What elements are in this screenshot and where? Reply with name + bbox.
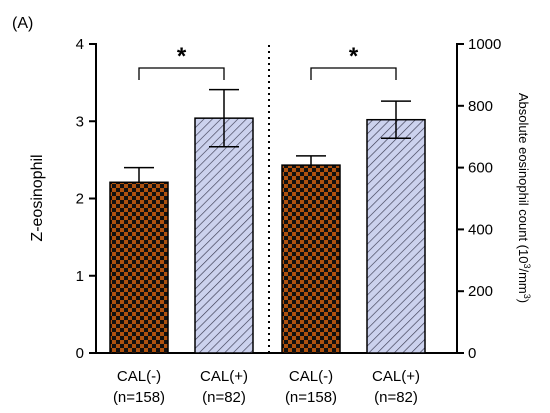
bar	[281, 164, 341, 354]
right-tick-label: 600	[468, 160, 493, 177]
left-tick-label: 2	[76, 191, 84, 208]
right-tick-label: 400	[468, 221, 493, 238]
bar	[194, 117, 254, 354]
panel-label: (A)	[12, 15, 33, 32]
right-tick-label: 800	[468, 98, 493, 115]
category-label: CAL(-)	[117, 368, 161, 385]
significance-bracket	[138, 67, 225, 80]
category-n-label: (n=82)	[374, 389, 418, 406]
right-axis: 0 200 400 600 800 1000	[456, 36, 501, 362]
significance-star: *	[177, 43, 187, 70]
category-label: CAL(-)	[289, 368, 333, 385]
right-tick-label: 0	[468, 345, 476, 362]
left-tick-label: 3	[76, 113, 84, 130]
left-axis-label: Z-eosinophil	[29, 154, 46, 241]
right-tick-label: 1000	[468, 36, 501, 53]
bars-group	[109, 88, 426, 354]
bar	[109, 181, 169, 354]
significance-group: * *	[138, 43, 397, 80]
left-tick-label: 1	[76, 268, 84, 285]
bar	[366, 118, 426, 354]
significance-bracket	[310, 67, 397, 80]
category-label: CAL(+)	[200, 368, 248, 385]
category-labels: CAL(-) (n=158) CAL(+) (n=82) CAL(-) (n=158) CA…	[113, 368, 420, 406]
left-tick-label: 0	[76, 345, 84, 362]
left-axis: 0 1 2 3 4	[76, 36, 97, 362]
right-axis-label: Absolute eosinophil count (103/mm3)	[516, 93, 532, 303]
category-label: CAL(+)	[372, 368, 420, 385]
category-n-label: (n=158)	[285, 389, 337, 406]
left-tick-label: 4	[76, 36, 84, 53]
category-n-label: (n=158)	[113, 389, 165, 406]
significance-star: *	[349, 43, 359, 70]
category-n-label: (n=82)	[202, 389, 246, 406]
right-tick-label: 200	[468, 283, 493, 300]
